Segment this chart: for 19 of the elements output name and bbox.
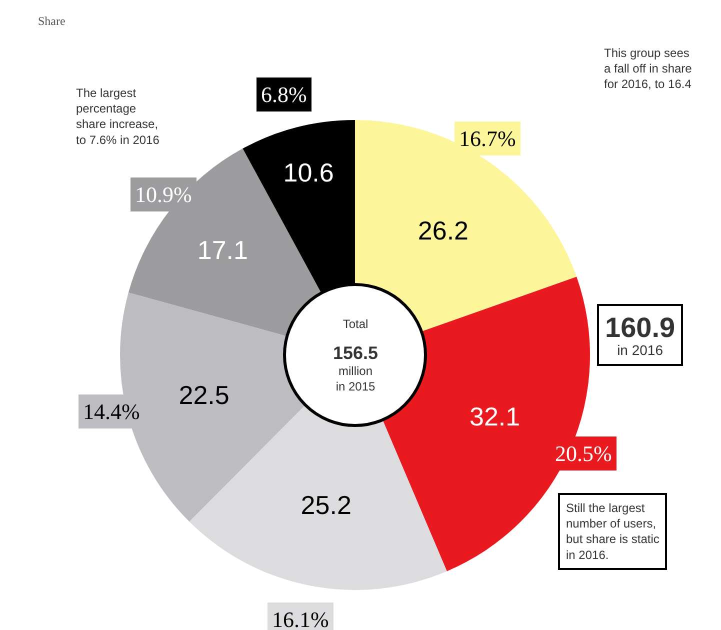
data-label: 22.5: [178, 380, 230, 410]
text: 160.9 in 2016: [605, 312, 676, 358]
data-label: 32.1: [469, 402, 520, 432]
text: The largest percentage share increase, to 7.6% in 2016: [76, 86, 160, 147]
data-label: 10.6: [283, 157, 334, 188]
slice-label: 6.8%: [261, 82, 307, 107]
slice-label: 20.5%: [555, 441, 612, 466]
text: Total 156.5 million in 2015: [333, 317, 378, 394]
chart-subtitle: Share: [38, 14, 66, 28]
text: Still the largest number of users, but share is static in 2016.: [566, 501, 660, 562]
data-label: 17.1: [197, 234, 248, 265]
text: This group sees a fall off in share for 2016, to 16.4: [604, 46, 692, 92]
slice-label: 16.7%: [459, 126, 516, 151]
donut-slice: [189, 404, 447, 590]
slice-label: 16.1%: [272, 607, 329, 630]
slice-label: 14.4%: [83, 399, 140, 424]
data-label: 26.2: [418, 215, 469, 246]
data-label: 25.2: [300, 490, 352, 520]
slice-label: 10.9%: [135, 182, 192, 207]
